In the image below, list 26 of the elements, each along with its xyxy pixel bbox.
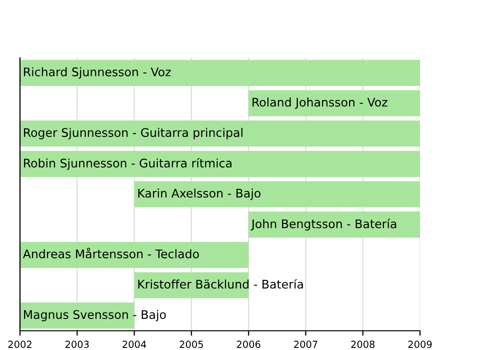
y-tick-label: Robin Sjunnesson - Guitarra rítmica <box>24 158 232 170</box>
x-tick-label: 2007 <box>294 340 318 348</box>
bar <box>134 181 420 208</box>
x-tick-label: 2002 <box>8 340 32 348</box>
bar <box>20 302 134 329</box>
x-tick-label: 2005 <box>180 340 203 348</box>
bar <box>20 60 420 86</box>
bar <box>20 242 249 268</box>
y-tick-label: Roland Johansson - Voz <box>252 98 388 109</box>
x-tick-label: 2008 <box>351 340 375 348</box>
y-tick-label: Kristoffer Bäcklund - Batería <box>138 279 303 289</box>
y-tick-label: Andreas Mårtensson - Teclado <box>22 248 199 258</box>
y-tick-label: Richard Sjunnesson - Voz <box>24 67 171 79</box>
y-tick-label: John Bengtsson - Batería <box>250 218 396 231</box>
bar <box>20 120 420 147</box>
x-tick-label: 2003 <box>65 340 89 348</box>
y-tick-label: Karin Axelsson - Bajo <box>138 188 260 200</box>
x-tick-label: 2004 <box>122 340 146 348</box>
bar <box>248 90 420 116</box>
y-tick-label: Roger Sjunnesson - Guitarra principal <box>24 128 242 140</box>
x-tick-label: 2009 <box>408 340 432 348</box>
x-tick-label: 2006 <box>236 340 260 348</box>
bar <box>134 272 249 298</box>
bar <box>248 212 420 238</box>
y-tick-label: Magnus Svensson - Bajo <box>24 310 166 322</box>
bar <box>20 150 420 177</box>
